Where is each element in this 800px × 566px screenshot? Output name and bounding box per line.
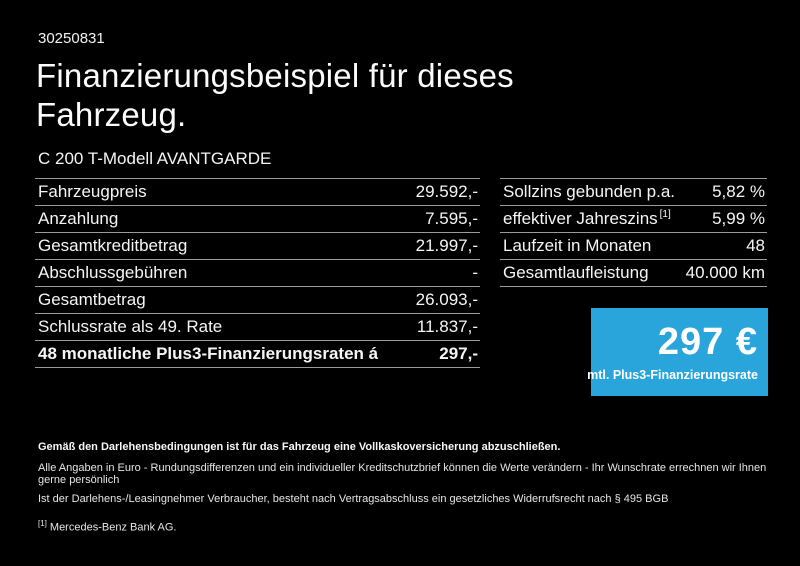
vehicle-model-subtitle: C 200 T-Modell AVANTGARDE <box>38 149 272 168</box>
row-label: Gesamtbetrag <box>38 290 146 309</box>
disclaimer-note-1: Alle Angaben in Euro - Rundungsdifferenz… <box>38 462 767 486</box>
row-value: 40.000 km <box>685 263 765 282</box>
table-row: Fahrzeugpreis 29.592,- <box>35 178 480 205</box>
row-label: effektiver Jahreszins [1] <box>503 209 671 228</box>
legal-footer: Gemäß den Darlehensbedingungen ist für d… <box>38 441 778 534</box>
monthly-rate-amount: 297 € <box>657 320 758 363</box>
table-row: Laufzeit in Monaten 48 <box>500 232 767 259</box>
row-label: Gesamtlaufleistung <box>503 263 649 282</box>
page-title: Finanzierungsbeispiel für dieses Fahrzeu… <box>36 57 514 133</box>
footnote-text: Mercedes-Benz Bank AG. <box>49 521 177 534</box>
row-label: 48 monatliche Plus3-Finanzierungsraten á <box>38 344 379 363</box>
monthly-rate-caption: mtl. Plus3-Finanzierungsrate <box>587 367 758 382</box>
row-value: 48 <box>746 236 765 255</box>
footnote-ref: [1] <box>659 209 671 221</box>
table-row: effektiver Jahreszins [1] 5,99 % <box>500 205 767 232</box>
row-label: Sollzins gebunden p.a. <box>503 182 676 201</box>
table-row: Gesamtkreditbetrag 21.997,- <box>35 232 480 259</box>
table-row: 48 monatliche Plus3-Finanzierungsraten á… <box>35 340 480 368</box>
interest-terms-table: Sollzins gebunden p.a. 5,82 % effektiver J… <box>500 178 767 287</box>
insurance-requirement-note: Gemäß den Darlehensbedingungen ist für d… <box>38 441 561 453</box>
row-label: Fahrzeugpreis <box>38 182 147 201</box>
table-row: Abschlussgebühren - <box>35 259 480 286</box>
row-label: Gesamtkreditbetrag <box>38 236 188 255</box>
table-row: Gesamtlaufleistung 40.000 km <box>500 259 767 287</box>
row-value: 11.837,- <box>416 317 478 336</box>
vehicle-id: 30250831 <box>38 30 105 47</box>
row-value: 5,99 % <box>712 209 765 228</box>
row-value: - <box>472 263 478 282</box>
row-value: 26.093,- <box>415 290 478 309</box>
table-row: Sollzins gebunden p.a. 5,82 % <box>500 178 767 205</box>
row-label: Anzahlung <box>38 209 119 228</box>
row-value: 5,82 % <box>712 182 765 201</box>
finance-details-table: Fahrzeugpreis 29.592,- Anzahlung 7.595,- Ges… <box>35 178 480 368</box>
monthly-rate-highlight-box: 297 € mtl. Plus3-Finanzierungsrate <box>587 308 768 396</box>
row-value: 21.997,- <box>415 236 478 255</box>
row-value: 29.592,- <box>415 182 478 201</box>
bank-footnote: [1] Mercedes-Benz Bank AG. <box>38 519 778 534</box>
row-label: Abschlussgebühren <box>38 263 188 282</box>
row-label: Schlussrate als 49. Rate <box>38 317 223 336</box>
row-value: 297,- <box>439 344 478 363</box>
row-label: Laufzeit in Monaten <box>503 236 652 255</box>
table-row: Anzahlung 7.595,- <box>35 205 480 232</box>
table-row: Gesamtbetrag 26.093,- <box>35 286 480 313</box>
disclaimer-note-2: Ist der Darlehens-/Leasingnehmer Verbrau… <box>38 493 669 505</box>
footnote-marker: [1] <box>38 519 47 528</box>
table-row: Schlussrate als 49. Rate 11.837,- <box>35 313 480 340</box>
row-value: 7.595,- <box>425 209 478 228</box>
